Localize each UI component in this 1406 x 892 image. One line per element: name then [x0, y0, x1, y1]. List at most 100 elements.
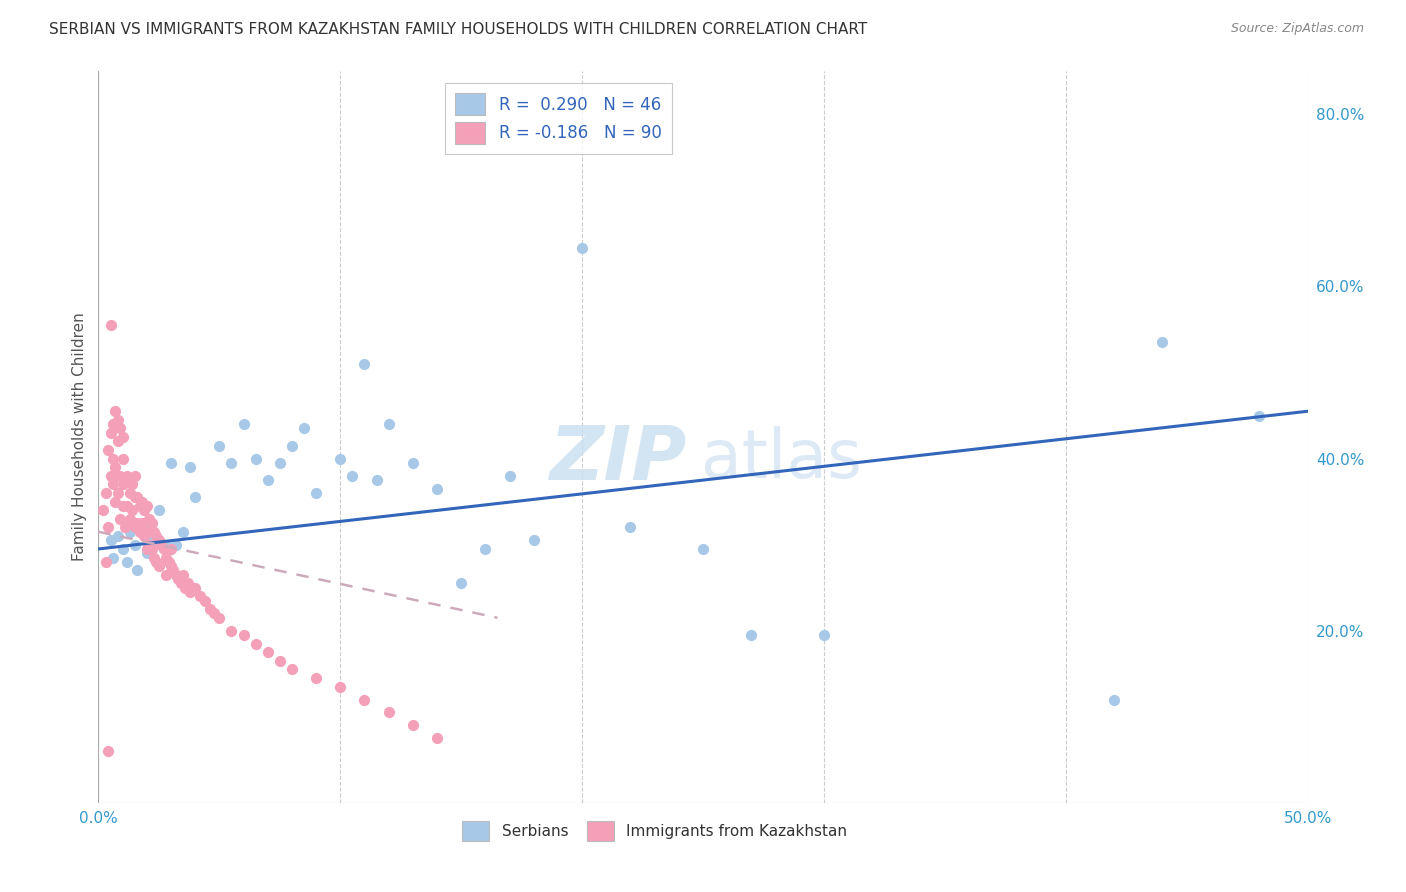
- Point: [118, 512, 141, 526]
- Point: [450, 576, 472, 591]
- Point: [402, 718, 425, 732]
- Point: [402, 456, 425, 470]
- Point: [353, 692, 375, 706]
- Point: [104, 460, 127, 475]
- Point: [107, 486, 129, 500]
- Point: [269, 654, 291, 668]
- Point: [135, 546, 157, 560]
- Point: [329, 680, 352, 694]
- Point: [426, 482, 449, 496]
- Point: [117, 468, 139, 483]
- Point: [208, 611, 231, 625]
- Point: [121, 477, 143, 491]
- Point: [377, 417, 399, 432]
- Point: [100, 533, 122, 548]
- Point: [329, 451, 352, 466]
- Point: [305, 486, 328, 500]
- Point: [145, 555, 167, 569]
- Point: [292, 421, 315, 435]
- Point: [157, 555, 180, 569]
- Point: [177, 576, 200, 591]
- Point: [256, 473, 278, 487]
- Legend: Serbians, Immigrants from Kazakhstan: Serbians, Immigrants from Kazakhstan: [453, 812, 856, 850]
- Point: [127, 491, 149, 505]
- Point: [114, 473, 136, 487]
- Point: [128, 524, 150, 539]
- Point: [1102, 692, 1125, 706]
- Point: [134, 503, 156, 517]
- Point: [167, 572, 190, 586]
- Point: [111, 541, 134, 556]
- Point: [571, 241, 593, 255]
- Point: [256, 645, 278, 659]
- Point: [141, 541, 163, 556]
- Point: [208, 439, 231, 453]
- Point: [101, 417, 124, 432]
- Point: [100, 468, 122, 483]
- Point: [155, 538, 177, 552]
- Point: [124, 538, 146, 552]
- Point: [221, 624, 243, 638]
- Point: [97, 442, 120, 457]
- Text: atlas: atlas: [702, 426, 862, 492]
- Point: [131, 494, 153, 508]
- Point: [160, 456, 183, 470]
- Point: [141, 516, 163, 530]
- Point: [134, 529, 156, 543]
- Point: [108, 468, 131, 483]
- Point: [148, 503, 170, 517]
- Point: [269, 456, 291, 470]
- Point: [174, 581, 197, 595]
- Point: [108, 512, 131, 526]
- Point: [150, 538, 173, 552]
- Point: [377, 706, 399, 720]
- Point: [148, 533, 170, 548]
- Point: [114, 520, 136, 534]
- Point: [498, 468, 520, 483]
- Point: [813, 628, 835, 642]
- Point: [101, 550, 124, 565]
- Point: [245, 451, 267, 466]
- Point: [97, 520, 120, 534]
- Point: [145, 529, 167, 543]
- Point: [342, 468, 364, 483]
- Point: [160, 559, 183, 574]
- Point: [108, 421, 131, 435]
- Point: [128, 499, 150, 513]
- Point: [162, 564, 184, 578]
- Point: [117, 499, 139, 513]
- Point: [619, 520, 641, 534]
- Point: [1249, 409, 1271, 423]
- Point: [111, 430, 134, 444]
- Point: [104, 404, 127, 418]
- Point: [198, 602, 221, 616]
- Point: [124, 491, 146, 505]
- Point: [245, 637, 267, 651]
- Y-axis label: Family Households with Children: Family Households with Children: [72, 313, 87, 561]
- Point: [172, 567, 194, 582]
- Point: [194, 593, 217, 607]
- Text: SERBIAN VS IMMIGRANTS FROM KAZAKHSTAN FAMILY HOUSEHOLDS WITH CHILDREN CORRELATIO: SERBIAN VS IMMIGRANTS FROM KAZAKHSTAN FA…: [49, 22, 868, 37]
- Point: [107, 434, 129, 449]
- Point: [179, 585, 201, 599]
- Point: [101, 477, 124, 491]
- Point: [131, 516, 153, 530]
- Point: [138, 538, 160, 552]
- Point: [104, 494, 127, 508]
- Point: [135, 541, 157, 556]
- Point: [692, 541, 714, 556]
- Point: [135, 524, 157, 539]
- Text: Source: ZipAtlas.com: Source: ZipAtlas.com: [1230, 22, 1364, 36]
- Point: [94, 486, 117, 500]
- Text: ZIP: ZIP: [550, 423, 688, 496]
- Point: [111, 499, 134, 513]
- Point: [107, 413, 129, 427]
- Point: [1152, 335, 1174, 350]
- Point: [353, 357, 375, 371]
- Point: [100, 425, 122, 440]
- Point: [184, 581, 207, 595]
- Point: [160, 541, 183, 556]
- Point: [165, 538, 187, 552]
- Point: [101, 451, 124, 466]
- Point: [366, 473, 388, 487]
